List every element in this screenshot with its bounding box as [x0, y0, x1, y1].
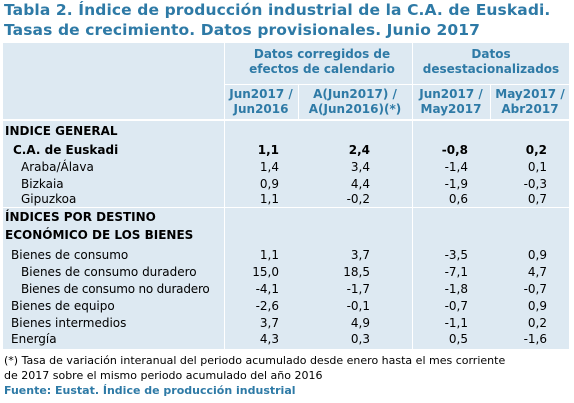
- header-col-2: A(Jun2017) / A(Jun2016)(*): [308, 87, 402, 116]
- divider: [3, 207, 569, 208]
- table-row: C.A. de Euskadi 1,1 2,4 -0,8 0,2: [13, 143, 547, 157]
- table-row: Bienes intermedios 3,7 4,9 -1,1 0,2: [11, 316, 547, 330]
- header-group-calendar: Datos corregidos de efectos de calendari…: [249, 47, 395, 76]
- divider: [3, 119, 569, 121]
- table-title: Tabla 2. Índice de producción industrial…: [4, 0, 570, 40]
- table-row: Energía 4,3 0,3 0,5 -1,6: [11, 332, 547, 346]
- title-line-1: Tabla 2. Índice de producción industrial…: [4, 1, 551, 19]
- footnote-line-2: de 2017 sobre el mismo periodo acumulado…: [4, 369, 323, 382]
- header-col-4: May2017 / Abr2017: [495, 87, 565, 116]
- header-group-seasonal: Datos desestacionalizados: [422, 47, 560, 76]
- title-line-2: Tasas de crecimiento. Datos provisionale…: [4, 21, 481, 39]
- divider: [412, 43, 413, 349]
- divider: [224, 43, 225, 349]
- divider: [225, 84, 569, 85]
- data-table: Datos corregidos de efectos de calendari…: [3, 43, 569, 349]
- table-row: Bienes de consumo 1,1 3,7 -3,5 0,9: [11, 248, 547, 262]
- table-row: Gipuzkoa 1,1 -0,2 0,6 0,7: [21, 192, 547, 206]
- table-row: Bienes de consumo no duradero -4,1 -1,7 …: [21, 282, 547, 296]
- table-row: Bienes de consumo duradero 15,0 18,5 -7,…: [21, 265, 547, 279]
- divider: [298, 84, 299, 119]
- section-indice-general: INDICE GENERAL: [5, 124, 118, 138]
- divider: [490, 84, 491, 119]
- table-row: Bizkaia 0,9 4,4 -1,9 -0,3: [21, 177, 547, 191]
- table-row: Araba/Álava 1,4 3,4 -1,4 0,1: [21, 160, 547, 174]
- source-note: Fuente: Eustat. Índice de producción ind…: [4, 384, 296, 397]
- footnote-line-1: (*) Tasa de variación interanual del per…: [4, 354, 506, 367]
- footnote: (*) Tasa de variación interanual del per…: [4, 353, 570, 383]
- section-destino-line-1: ÍNDICES POR DESTINO: [5, 210, 156, 224]
- header-col-3: Jun2017 / May2017: [419, 87, 483, 116]
- header-col-1: Jun2017 / Jun2016: [229, 87, 293, 116]
- section-destino-line-2: ECONÓMICO DE LOS BIENES: [5, 228, 194, 242]
- table-row: Bienes de equipo -2,6 -0,1 -0,7 0,9: [11, 299, 547, 313]
